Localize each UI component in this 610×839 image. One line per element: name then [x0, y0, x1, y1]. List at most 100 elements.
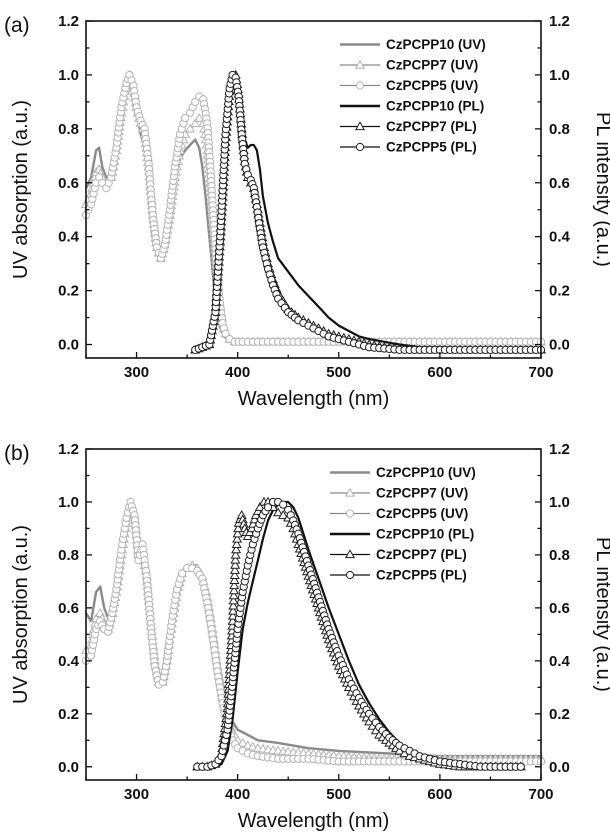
data-point: [230, 559, 241, 569]
y-tick-label: 0.2: [58, 706, 79, 723]
y2-tick-label: 0.0: [549, 337, 570, 354]
legend-item: CzPCPP5 (UV): [330, 506, 468, 521]
data-point: [228, 600, 239, 610]
legend: CzPCPP10 (UV) CzPCPP7 (UV) CzPCPP5 (UV) CzP…: [330, 465, 476, 583]
y-tick-label: 0.4: [58, 653, 80, 670]
y-tick-label: 0.0: [58, 759, 79, 776]
data-point: [229, 570, 240, 579]
data-point: [229, 580, 240, 590]
x-tick-label: 700: [528, 364, 553, 381]
plot-frame: [85, 20, 542, 359]
data-point: [233, 523, 244, 533]
legend-item: CzPCPP10 (PL): [330, 527, 474, 542]
data-point: [249, 514, 260, 524]
legend-marker: [344, 549, 356, 559]
y-tick-label: 0.8: [58, 547, 79, 564]
data-point: [278, 509, 289, 519]
legend-item: CzPCPP7 (PL): [340, 119, 477, 134]
legend-label: CzPCPP10 (PL): [376, 527, 474, 542]
legend-marker: [354, 121, 366, 131]
data-point: [228, 595, 239, 605]
y-tick-label: 0.0: [58, 337, 79, 354]
legend-item: CzPCPP10 (UV): [330, 465, 476, 480]
x-tick-label: 300: [124, 786, 149, 803]
data-point: [228, 585, 240, 595]
series-markers-2: [81, 497, 546, 766]
y2-tick-label: 1.0: [549, 494, 570, 511]
data-point: [232, 533, 243, 543]
y2-axis-label: PL intensity (a.u.): [592, 537, 610, 692]
legend-item: CzPCPP7 (UV): [330, 486, 468, 501]
chart-panel-a: 300 400 500 600 700 0.0 0.0 0.2 0.2 0.4 0.4 0.6 0.6 0…: [4, 13, 610, 410]
y-axis-label: UV absorption (a.u.): [10, 525, 32, 704]
legend-label: CzPCPP7 (PL): [376, 547, 467, 562]
series-line-4: [194, 73, 541, 351]
legend-item: CzPCPP10 (UV): [340, 37, 486, 52]
panel-label: (a): [4, 14, 30, 37]
y-tick-label: 1.2: [58, 441, 79, 458]
y-tick-label: 0.2: [58, 283, 79, 300]
legend-marker: [344, 487, 356, 497]
y2-tick-label: 0.8: [549, 547, 570, 564]
data-point: [279, 500, 288, 509]
legend-item: CzPCPP7 (UV): [340, 58, 478, 73]
y-tick-label: 1.2: [58, 13, 79, 30]
legend-marker: [355, 81, 365, 90]
data-point: [228, 590, 239, 600]
legend-label: CzPCPP10 (UV): [386, 37, 486, 52]
chart-panel-b: 300 400 500 600 700 0.0 0.0 0.2 0.2 0.4 0.4 0.6 0.6 0…: [4, 441, 610, 832]
y-tick-label: 0.8: [58, 121, 79, 138]
data-point: [229, 564, 241, 574]
legend-label: CzPCPP7 (PL): [386, 119, 477, 134]
data-point: [230, 549, 241, 559]
x-tick-label: 700: [528, 786, 553, 803]
legend-label: CzPCPP10 (UV): [376, 465, 476, 480]
legend-item: CzPCPP5 (PL): [340, 140, 477, 155]
y2-tick-label: 1.2: [549, 13, 570, 30]
y-tick-label: 0.6: [58, 175, 79, 192]
legend-label: CzPCPP7 (UV): [376, 486, 468, 501]
panel-label: (b): [4, 442, 30, 465]
legend-label: CzPCPP5 (PL): [386, 140, 477, 155]
data-point: [227, 610, 238, 620]
data-point: [191, 97, 200, 106]
series-line-4: [197, 500, 521, 768]
legend-marker: [345, 570, 355, 580]
y-tick-label: 1.0: [58, 67, 79, 84]
y2-tick-label: 0.6: [549, 600, 570, 617]
y-axis-label: UV absorption (a.u.): [10, 100, 32, 279]
y2-tick-label: 0.0: [549, 759, 570, 776]
y2-tick-label: 0.2: [549, 706, 570, 723]
legend-label: CzPCPP10 (PL): [386, 99, 484, 114]
legend: CzPCPP10 (UV) CzPCPP7 (UV) CzPCPP5 (UV) CzP…: [340, 37, 486, 155]
data-point: [263, 503, 273, 512]
legend-label: CzPCPP5 (UV): [386, 78, 478, 93]
y-tick-label: 0.4: [58, 229, 80, 246]
x-tick-label: 400: [225, 786, 250, 803]
data-point: [230, 554, 241, 564]
data-point: [221, 329, 230, 338]
series-markers-5: [193, 497, 525, 771]
y2-tick-label: 0.8: [549, 121, 570, 138]
y-tick-label: 1.0: [58, 494, 79, 511]
legend-marker: [354, 59, 366, 69]
legend-item: CzPCPP10 (PL): [340, 99, 484, 114]
x-axis-label: Wavelength (nm): [238, 810, 390, 832]
data-point: [231, 539, 242, 548]
series-markers-4: [190, 69, 547, 354]
y2-tick-label: 0.4: [549, 653, 571, 670]
legend-item: CzPCPP5 (UV): [340, 78, 478, 93]
data-point: [185, 123, 196, 133]
data-point: [228, 605, 239, 615]
series-group: [80, 69, 547, 355]
data-point: [232, 528, 243, 538]
legend-item: CzPCPP7 (PL): [330, 547, 467, 562]
legend-label: CzPCPP7 (UV): [386, 58, 478, 73]
series-line-5: [197, 500, 521, 768]
data-point: [273, 507, 284, 517]
y2-tick-label: 0.2: [549, 283, 570, 300]
legend-label: CzPCPP5 (UV): [376, 506, 468, 521]
series-group: [80, 496, 547, 771]
y2-tick-label: 0.4: [549, 229, 571, 246]
y2-tick-label: 0.6: [549, 175, 570, 192]
